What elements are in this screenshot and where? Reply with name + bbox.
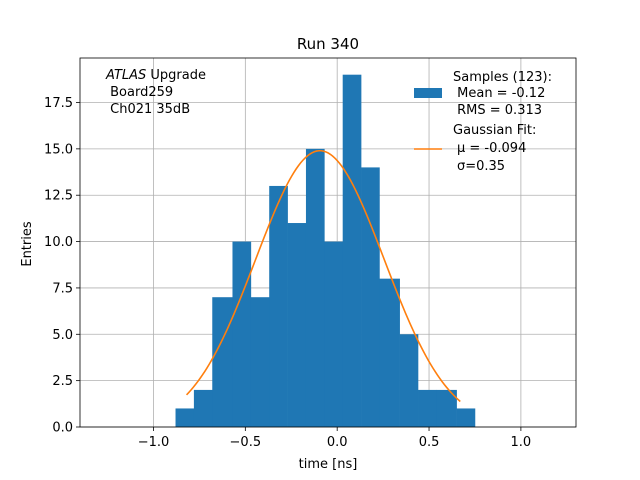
annotation-upgrade: Upgrade [146, 68, 206, 83]
x-axis-label: time [ns] [299, 457, 358, 472]
plot-frame [79, 57, 577, 428]
histogram-bar [379, 278, 400, 427]
histogram-bar [212, 297, 233, 427]
y-tick-label: 10.0 [44, 235, 73, 250]
y-tick-label: 7.5 [52, 281, 73, 296]
histogram-bar [456, 408, 476, 427]
annotation-line-1: Board259 [106, 85, 173, 100]
y-tick-label: 15.0 [44, 142, 73, 157]
y-tick-label: 0.0 [52, 421, 73, 436]
x-tick-label: 0.5 [419, 435, 440, 450]
legend-fit-line-3: σ=0.35 [457, 159, 505, 174]
histogram-bar [361, 167, 380, 427]
annotation-italic: ATLAS [105, 68, 146, 83]
y-tick-label: 12.5 [44, 189, 73, 204]
annotation-line-2: Ch021 35dB [106, 102, 190, 117]
x-tick-label: −1.0 [138, 435, 170, 450]
legend-samples-line-3: RMS = 0.313 [453, 103, 542, 118]
histogram-bar [342, 74, 362, 427]
x-axis-ticks: −1.0 −0.5 0.0 0.5 1.0 [138, 427, 532, 450]
histogram-bar [250, 297, 270, 427]
legend-fit-line-2: μ = -0.094 [457, 141, 526, 156]
histogram-bar [436, 389, 457, 427]
histogram-bar [193, 389, 213, 427]
legend: Samples (123): Mean = -0.12 RMS = 0.313 … [414, 70, 552, 174]
histogram-bar [418, 389, 437, 427]
x-tick-label: −0.5 [230, 435, 262, 450]
legend-fit-line-1: Gaussian Fit: [453, 123, 536, 138]
y-tick-label: 5.0 [52, 328, 73, 343]
histogram-bar [287, 223, 307, 427]
legend-samples-line-2: Mean = -0.12 [453, 86, 545, 101]
histogram-bar [305, 148, 325, 427]
atlas-annotation: ATLAS Upgrade Board259 Ch021 35dB [105, 68, 206, 117]
legend-samples-line-1: Samples (123): [453, 70, 552, 85]
y-axis-label: Entries [20, 221, 35, 267]
gaussian-fit-line [185, 149, 461, 403]
x-tick-label: 0.0 [327, 435, 348, 450]
axes [79, 57, 577, 428]
legend-swatch-samples [414, 88, 442, 98]
gaussian-fit [185, 149, 461, 403]
histogram-bar [232, 241, 252, 427]
y-tick-label: 17.5 [44, 96, 73, 111]
histogram-bar [175, 408, 195, 427]
chart-title: Run 340 [297, 35, 359, 53]
y-axis-ticks: 0.0 2.5 5.0 7.5 10.0 12.5 15.0 17.5 [44, 96, 80, 436]
histogram-bar [399, 334, 419, 427]
svg-text:ATLAS Upgrade: ATLAS Upgrade [105, 68, 206, 83]
histogram-bar [269, 185, 288, 427]
y-tick-label: 2.5 [52, 374, 73, 389]
histogram-bar [324, 241, 343, 427]
x-tick-label: 1.0 [511, 435, 532, 450]
histogram-bars [175, 74, 476, 427]
